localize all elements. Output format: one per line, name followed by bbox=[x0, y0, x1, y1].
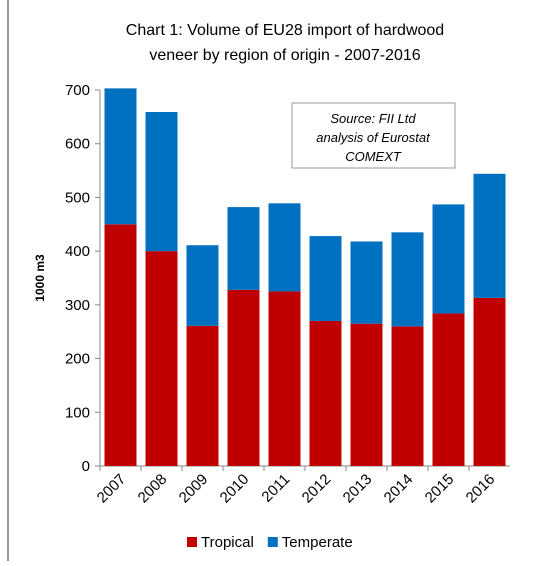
y-tick-label: 700 bbox=[65, 82, 90, 99]
bar-segment bbox=[350, 241, 383, 324]
bar-segment bbox=[432, 204, 465, 314]
x-tick-label: 2013 bbox=[340, 471, 376, 507]
bar-segment bbox=[104, 224, 137, 466]
legend-swatch bbox=[267, 537, 278, 547]
bar-segment bbox=[473, 173, 506, 298]
chart-title: Chart 1: Volume of EU28 import of hardwo… bbox=[126, 22, 444, 39]
x-tick-label: 2014 bbox=[381, 471, 417, 507]
legend-label: Tropical bbox=[201, 534, 254, 551]
chart-title: veneer by region of origin - 2007-2016 bbox=[149, 47, 420, 64]
bar-segment bbox=[268, 291, 301, 466]
legend-swatch bbox=[187, 537, 197, 547]
x-tick-label: 2011 bbox=[258, 471, 293, 506]
y-tick-label: 0 bbox=[82, 458, 90, 475]
bar-segment bbox=[309, 320, 342, 466]
y-tick-label: 200 bbox=[65, 351, 90, 368]
bar-segment bbox=[227, 289, 260, 466]
bar-segment bbox=[227, 207, 260, 290]
legend-label: Temperate bbox=[282, 534, 353, 551]
bar-segment bbox=[391, 326, 424, 466]
bar-segment bbox=[309, 236, 342, 321]
bar-segment bbox=[104, 88, 137, 225]
bar-segment bbox=[186, 325, 219, 466]
y-tick-label: 500 bbox=[65, 189, 90, 206]
x-tick-label: 2007 bbox=[94, 471, 130, 507]
y-tick-label: 400 bbox=[65, 243, 90, 260]
y-axis-label: 1000 m3 bbox=[33, 254, 47, 302]
x-tick-label: 2015 bbox=[422, 471, 458, 507]
annotation: analysis of Eurostat bbox=[316, 130, 431, 145]
x-tick-label: 2009 bbox=[176, 471, 212, 507]
y-tick-label: 600 bbox=[65, 136, 90, 153]
bar-segment bbox=[432, 313, 465, 466]
bar-segment bbox=[145, 112, 178, 252]
bar-segment bbox=[186, 245, 219, 326]
y-tick-label: 100 bbox=[65, 404, 90, 421]
bar-segment bbox=[473, 297, 506, 466]
annotation: COMEXT bbox=[345, 149, 402, 164]
x-tick-label: 2016 bbox=[463, 471, 499, 507]
bar-segment bbox=[268, 203, 301, 292]
bar-segment bbox=[145, 251, 178, 466]
x-tick-label: 2008 bbox=[135, 471, 171, 507]
y-tick-label: 300 bbox=[65, 297, 90, 314]
bar-segment bbox=[391, 232, 424, 327]
annotation: Source: FII Ltd bbox=[330, 111, 416, 126]
bar-segment bbox=[350, 323, 383, 466]
x-tick-label: 2010 bbox=[217, 471, 253, 507]
x-tick-label: 2012 bbox=[299, 471, 335, 507]
annotation-box bbox=[291, 102, 456, 169]
